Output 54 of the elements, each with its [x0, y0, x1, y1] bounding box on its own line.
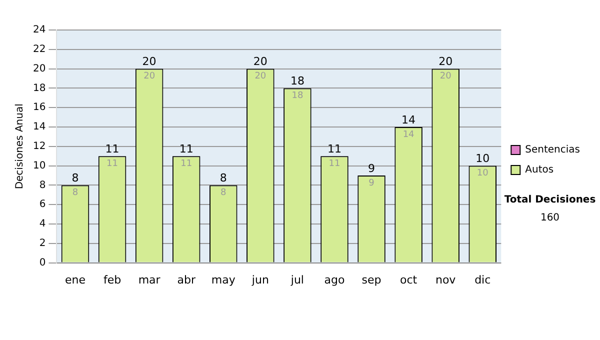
data-label: 11: [328, 158, 340, 169]
total-label: 11: [327, 142, 342, 156]
total-label: 11: [105, 142, 120, 156]
x-tick-label: jul: [290, 273, 304, 286]
x-tick-label: oct: [400, 273, 418, 286]
total-label: 9: [368, 162, 376, 175]
x-tick-label: jun: [250, 273, 269, 286]
y-tick-label: 2: [39, 238, 46, 249]
total-label: 20: [438, 55, 453, 68]
x-tick-label: ene: [64, 273, 86, 286]
data-label: 18: [292, 91, 304, 102]
x-tick-label: dic: [474, 273, 491, 286]
data-label: 11: [106, 158, 118, 169]
total-label: 8: [72, 172, 79, 185]
x-tick-label: nov: [435, 273, 456, 286]
total-label: 20: [142, 55, 156, 68]
y-axis-title: Decisiones Anual: [14, 104, 26, 190]
total-label: 8: [220, 172, 227, 185]
y-tick-label: 12: [32, 140, 46, 152]
y-tick-label: 6: [39, 199, 46, 210]
y-tick-label: 24: [32, 24, 46, 36]
x-tick-label: may: [211, 273, 236, 286]
legend-label: Sentencias: [525, 144, 580, 156]
data-label: 14: [402, 130, 415, 140]
data-label: 20: [254, 72, 266, 82]
data-label: 9: [368, 178, 375, 188]
y-tick-label: 10: [32, 160, 46, 172]
text: 160: [540, 212, 560, 224]
y-tick-label: 0: [39, 257, 46, 268]
x-tick-label: abr: [177, 273, 196, 286]
y-tick-label: 4: [39, 218, 46, 230]
x-tick-label: feb: [103, 273, 122, 286]
y-tick-label: 18: [32, 82, 46, 94]
y-tick-label: 16: [32, 102, 46, 114]
total-label: 20: [253, 55, 268, 68]
x-tick-label: mar: [138, 273, 161, 286]
y-tick-label: 22: [32, 44, 46, 55]
legend-label: Autos: [525, 164, 554, 176]
total-label: 10: [476, 152, 490, 166]
data-label: 8: [72, 188, 78, 198]
total-label: 11: [179, 142, 194, 156]
data-label: 10: [476, 168, 489, 179]
text: Total Decisiones: [504, 194, 596, 206]
y-tick-label: 20: [32, 63, 46, 74]
data-label: 20: [144, 72, 156, 82]
total-label: 18: [290, 74, 304, 88]
data-label: 20: [440, 72, 452, 82]
y-tick-label: 8: [39, 180, 46, 191]
y-tick-label: 14: [32, 122, 46, 133]
x-tick-label: sep: [362, 273, 382, 286]
total-label: 14: [402, 113, 416, 126]
data-label: 8: [220, 188, 227, 198]
data-label: 11: [180, 158, 192, 169]
x-tick-label: ago: [324, 273, 345, 286]
